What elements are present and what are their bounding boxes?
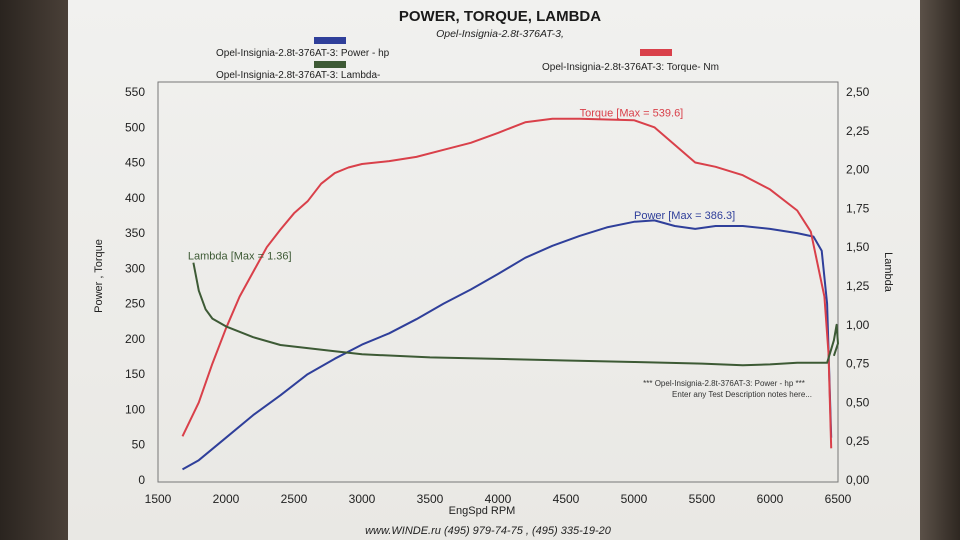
x-tick-label: 2000 bbox=[213, 492, 240, 506]
x-tick-label: 4500 bbox=[553, 492, 580, 506]
footer-contacts: www.WINDE.ru (495) 979-74-75 , (495) 335… bbox=[365, 525, 612, 537]
y-tick-label: 300 bbox=[125, 261, 145, 275]
y2-tick-label: 1,75 bbox=[846, 201, 870, 215]
x-tick-label: 2500 bbox=[281, 492, 308, 506]
legend-lambda-swatch bbox=[314, 61, 346, 68]
y-tick-label: 550 bbox=[125, 85, 145, 99]
y-axis-ticks: 0 50 100 150 200 250 300 350 400 450 500 550 bbox=[125, 85, 145, 487]
lambda-max-label: Lambda [Max = 1.36] bbox=[188, 251, 292, 263]
x-axis-ticks: 1500 2000 2500 3000 3500 4000 4500 5000 5500 6000… bbox=[145, 492, 852, 506]
chart-subtitle: Opel-Insignia-2.8t-376AT-3, bbox=[436, 28, 564, 40]
y-tick-label: 50 bbox=[132, 438, 146, 452]
power-max-label: Power [Max = 386.3] bbox=[634, 210, 735, 222]
x-tick-label: 6500 bbox=[825, 492, 852, 506]
y2-tick-label: 0,25 bbox=[846, 434, 870, 448]
background-desk-right bbox=[920, 0, 960, 540]
y-tick-label: 150 bbox=[125, 367, 145, 381]
y2-tick-label: 2,50 bbox=[846, 85, 870, 99]
legend-power-label: Opel-Insignia-2.8t-376AT-3: Power - hp bbox=[216, 48, 390, 59]
x-tick-label: 5000 bbox=[621, 492, 648, 506]
y2-tick-label: 2,25 bbox=[846, 124, 870, 138]
x-tick-label: 4000 bbox=[485, 492, 512, 506]
notes-line-2: Enter any Test Description notes here... bbox=[672, 390, 812, 399]
y-tick-label: 0 bbox=[138, 473, 145, 487]
y2-tick-label: 1,25 bbox=[846, 279, 870, 293]
y2-tick-label: 0,50 bbox=[846, 395, 870, 409]
y-tick-label: 500 bbox=[125, 120, 145, 134]
y-tick-label: 200 bbox=[125, 332, 145, 346]
y-tick-label: 100 bbox=[125, 402, 145, 416]
x-tick-label: 3500 bbox=[417, 492, 444, 506]
series-lines bbox=[181, 117, 839, 471]
x-axis-label: EngSpd RPM bbox=[449, 505, 516, 517]
x-tick-label: 3000 bbox=[349, 492, 376, 506]
x-tick-label: 1500 bbox=[145, 492, 172, 506]
y-tick-label: 350 bbox=[125, 226, 145, 240]
x-tick-label: 6000 bbox=[757, 492, 784, 506]
plot-frame bbox=[157, 81, 839, 483]
torque-curve bbox=[181, 117, 833, 449]
y2-axis-ticks: 0,00 0,25 0,50 0,75 1,00 1,25 1,50 1,75 2,00 2,25… bbox=[846, 85, 870, 487]
y2-tick-label: 2,00 bbox=[846, 163, 870, 177]
x-tick-label: 5500 bbox=[689, 492, 716, 506]
power-curve bbox=[182, 219, 833, 471]
y-tick-label: 400 bbox=[125, 191, 145, 205]
chart-title: POWER, TORQUE, LAMBDA bbox=[399, 8, 601, 25]
y2-tick-label: 1,50 bbox=[846, 240, 870, 254]
y-tick-label: 450 bbox=[125, 156, 145, 170]
y-tick-label: 250 bbox=[125, 297, 145, 311]
notes-line-1: *** Opel-Insignia-2.8t-376AT-3: Power - … bbox=[643, 379, 805, 388]
y-axis-label: Power , Torque bbox=[93, 239, 105, 313]
series-labels: Power [Max = 386.3] Torque [Max = 539.6] L… bbox=[188, 108, 735, 263]
y2-tick-label: 0,75 bbox=[846, 357, 870, 371]
torque-max-label: Torque [Max = 539.6] bbox=[580, 108, 684, 120]
y2-tick-label: 0,00 bbox=[846, 473, 870, 487]
background-desk-left bbox=[0, 0, 68, 540]
legend-torque-label: Opel-Insignia-2.8t-376AT-3: Torque- Nm bbox=[542, 62, 719, 73]
legend-power-swatch bbox=[314, 37, 346, 44]
lambda-curve bbox=[192, 262, 839, 367]
legend-lambda-label: Opel-Insignia-2.8t-376AT-3: Lambda- bbox=[216, 70, 380, 81]
y2-axis-label: Lambda bbox=[882, 252, 894, 293]
y2-tick-label: 1,00 bbox=[846, 318, 870, 332]
legend-torque-swatch bbox=[640, 49, 672, 56]
